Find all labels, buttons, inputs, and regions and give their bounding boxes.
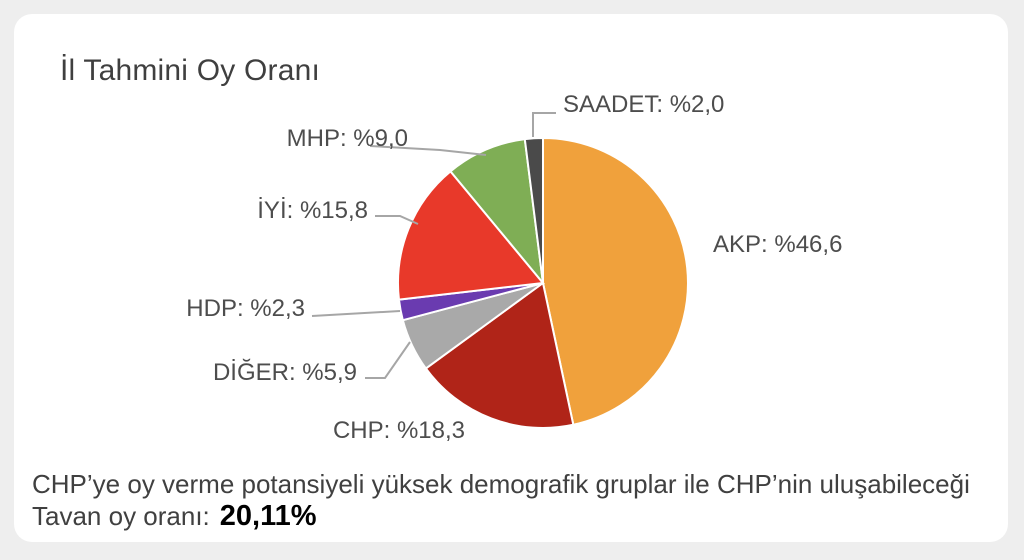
footer-value: 20,11% xyxy=(219,500,317,532)
chart-title: İl Tahmini Oy Oranı xyxy=(60,54,321,87)
slice-label: HDP: %2,3 xyxy=(186,295,305,322)
leader-line xyxy=(369,145,487,156)
footer-text: CHP’ye oy verme potansiyeli yüksek demog… xyxy=(32,469,970,531)
slice-label: AKP: %46,6 xyxy=(713,231,842,258)
leader-line xyxy=(311,310,401,317)
leader-line xyxy=(375,215,419,225)
slice-label: DİĞER: %5,9 xyxy=(213,359,357,386)
pie-slice xyxy=(449,138,545,287)
pie-slice xyxy=(523,136,544,284)
pie-slice xyxy=(397,169,545,301)
slice-label: İYİ: %15,8 xyxy=(257,197,368,224)
pie-slice xyxy=(424,281,575,429)
pie-slice xyxy=(542,136,689,426)
footer-note: CHP’ye oy verme potansiyeli yüksek demog… xyxy=(32,468,1002,532)
leader-line xyxy=(532,112,556,137)
slice-label: SAADET: %2,0 xyxy=(563,91,724,118)
slice-label: CHP: %18,3 xyxy=(333,417,465,444)
leader-line xyxy=(365,341,411,379)
slice-label: MHP: %9,0 xyxy=(287,125,408,152)
